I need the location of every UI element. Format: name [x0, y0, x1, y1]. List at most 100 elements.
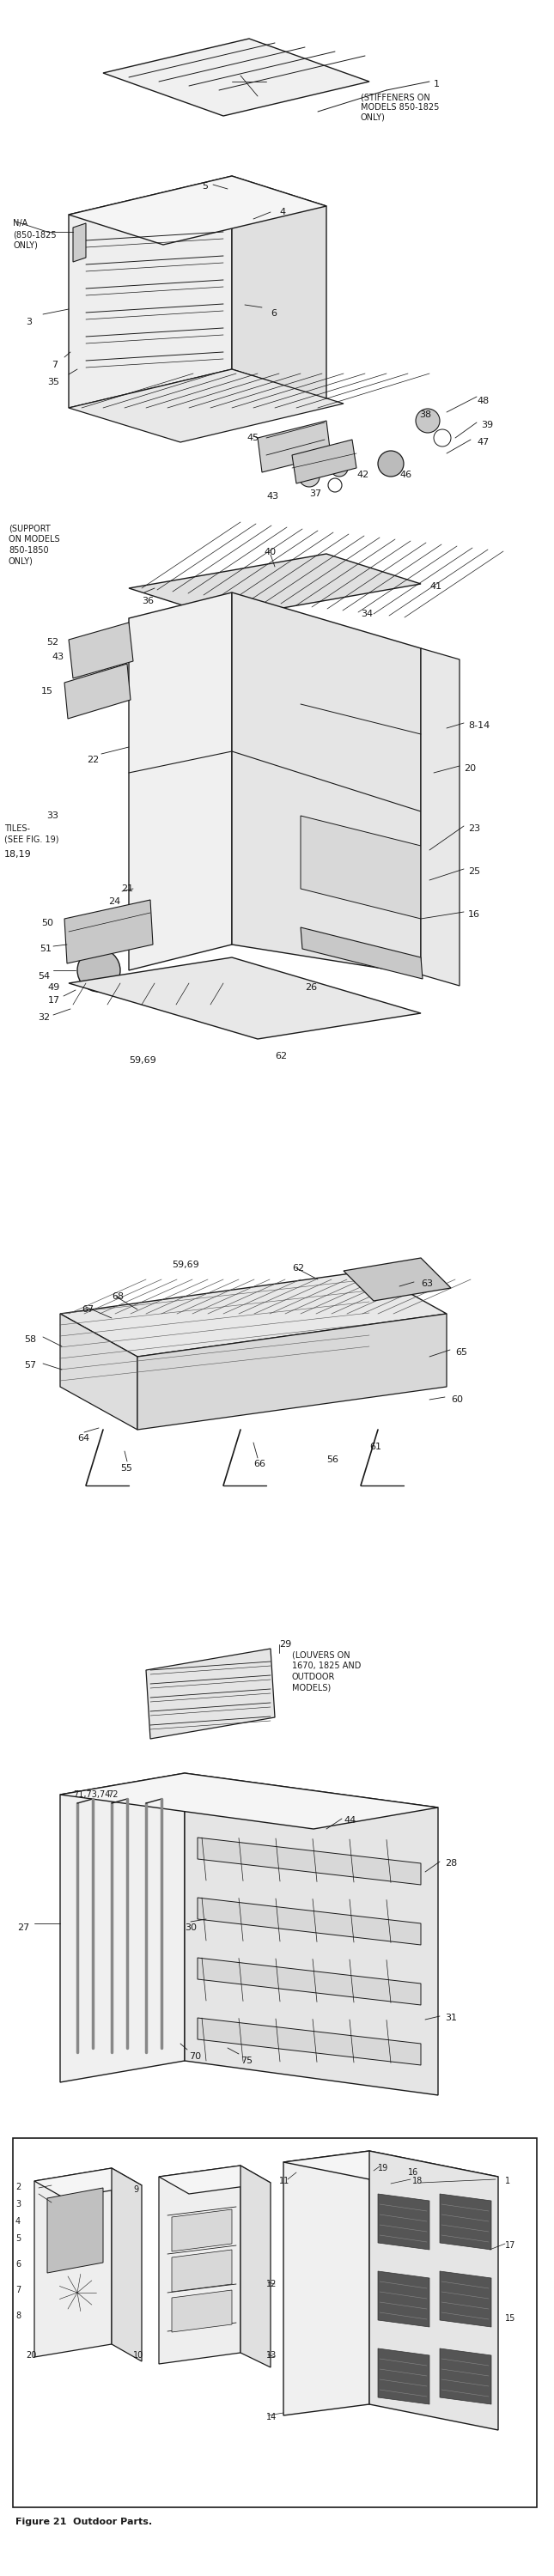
Polygon shape: [172, 2249, 232, 2293]
Polygon shape: [69, 175, 326, 245]
Text: 8-14: 8-14: [468, 721, 490, 729]
Text: 51: 51: [39, 945, 52, 953]
Polygon shape: [301, 927, 423, 979]
Text: 35: 35: [47, 379, 59, 386]
Polygon shape: [440, 2349, 491, 2403]
Text: 57: 57: [24, 1360, 36, 1370]
Text: 2: 2: [16, 2182, 21, 2192]
Text: 3: 3: [16, 2200, 20, 2208]
Text: 42: 42: [356, 471, 369, 479]
Polygon shape: [232, 592, 421, 974]
Polygon shape: [184, 1772, 438, 2094]
Polygon shape: [47, 2187, 103, 2272]
Text: 61: 61: [370, 1443, 381, 1450]
Text: 24: 24: [108, 896, 120, 907]
Text: 45: 45: [247, 433, 259, 443]
Text: (SUPPORT: (SUPPORT: [9, 523, 50, 533]
Text: 49: 49: [48, 984, 60, 992]
Text: 40: 40: [264, 549, 276, 556]
Text: 72: 72: [107, 1790, 118, 1798]
Text: 54: 54: [38, 971, 50, 981]
Polygon shape: [64, 665, 131, 719]
Text: ONLY): ONLY): [9, 556, 33, 567]
Text: 15: 15: [41, 688, 53, 696]
Text: (STIFFENERS ON
MODELS 850-1825
ONLY): (STIFFENERS ON MODELS 850-1825 ONLY): [361, 93, 439, 121]
Text: 9: 9: [133, 2184, 138, 2195]
Polygon shape: [146, 1649, 275, 1739]
Text: (SEE FIG. 19): (SEE FIG. 19): [4, 835, 59, 845]
Text: 67: 67: [81, 1306, 94, 1314]
Text: 5: 5: [16, 2233, 21, 2244]
Polygon shape: [421, 649, 459, 987]
Text: 20: 20: [464, 765, 476, 773]
Text: 850-1850: 850-1850: [9, 546, 49, 554]
Text: 27: 27: [17, 1924, 29, 1932]
Text: OUTDOOR: OUTDOOR: [292, 1672, 335, 1682]
Polygon shape: [69, 958, 421, 1038]
Polygon shape: [292, 440, 356, 484]
Text: 16: 16: [408, 2169, 418, 2177]
Polygon shape: [112, 2169, 142, 2362]
Polygon shape: [64, 899, 153, 963]
Bar: [13, 2138, 537, 2506]
Circle shape: [299, 466, 320, 487]
Circle shape: [230, 67, 268, 106]
Polygon shape: [343, 1257, 451, 1301]
Polygon shape: [172, 2290, 232, 2331]
Text: ONLY): ONLY): [13, 242, 38, 250]
Text: 17: 17: [48, 997, 60, 1005]
Text: 37: 37: [309, 489, 321, 497]
Polygon shape: [378, 2272, 429, 2326]
Polygon shape: [129, 554, 421, 618]
Text: 62: 62: [292, 1265, 304, 1273]
Polygon shape: [34, 2169, 142, 2197]
Polygon shape: [137, 1314, 447, 1430]
Text: 66: 66: [253, 1461, 265, 1468]
Text: 10: 10: [133, 2352, 143, 2360]
Polygon shape: [60, 1772, 184, 2081]
Text: 1670, 1825 AND: 1670, 1825 AND: [292, 1662, 361, 1669]
Text: 30: 30: [184, 1924, 197, 1932]
Text: 18: 18: [412, 2177, 423, 2184]
Text: 31: 31: [445, 2014, 457, 2022]
Polygon shape: [258, 420, 331, 471]
Text: 8: 8: [16, 2311, 20, 2321]
Text: 1: 1: [505, 2177, 510, 2184]
Text: ON MODELS: ON MODELS: [9, 536, 60, 544]
Circle shape: [393, 1265, 414, 1285]
Polygon shape: [60, 1270, 447, 1358]
Text: 15: 15: [505, 2313, 516, 2324]
Polygon shape: [159, 2166, 270, 2195]
Polygon shape: [378, 2195, 429, 2249]
Text: Figure 21  Outdoor Parts.: Figure 21 Outdoor Parts.: [16, 2517, 152, 2527]
Text: 22: 22: [86, 755, 99, 765]
Polygon shape: [198, 2017, 421, 2066]
Text: 29: 29: [279, 1641, 291, 1649]
Text: 12: 12: [266, 2280, 277, 2287]
Polygon shape: [440, 2195, 491, 2249]
Text: 33: 33: [47, 811, 58, 819]
Polygon shape: [69, 175, 232, 407]
Text: 6: 6: [16, 2259, 20, 2269]
Polygon shape: [69, 368, 343, 443]
Text: 4: 4: [16, 2218, 20, 2226]
Text: 17: 17: [505, 2241, 516, 2249]
Text: 6: 6: [270, 309, 276, 317]
Text: 39: 39: [481, 420, 493, 430]
Text: 7: 7: [52, 361, 58, 368]
Text: (LOUVERS ON: (LOUVERS ON: [292, 1651, 350, 1659]
Text: 36: 36: [142, 598, 154, 605]
Text: 58: 58: [24, 1334, 36, 1345]
Polygon shape: [284, 2151, 370, 2416]
Polygon shape: [198, 1899, 421, 1945]
Text: 1: 1: [434, 80, 440, 88]
Circle shape: [378, 451, 404, 477]
Text: 46: 46: [399, 471, 412, 479]
Text: 63: 63: [421, 1280, 433, 1288]
Polygon shape: [60, 1772, 438, 1829]
Circle shape: [373, 1267, 399, 1293]
Text: 11: 11: [279, 2177, 290, 2184]
Text: 5: 5: [202, 183, 208, 191]
Circle shape: [53, 2269, 101, 2316]
Text: 55: 55: [120, 1463, 132, 1473]
